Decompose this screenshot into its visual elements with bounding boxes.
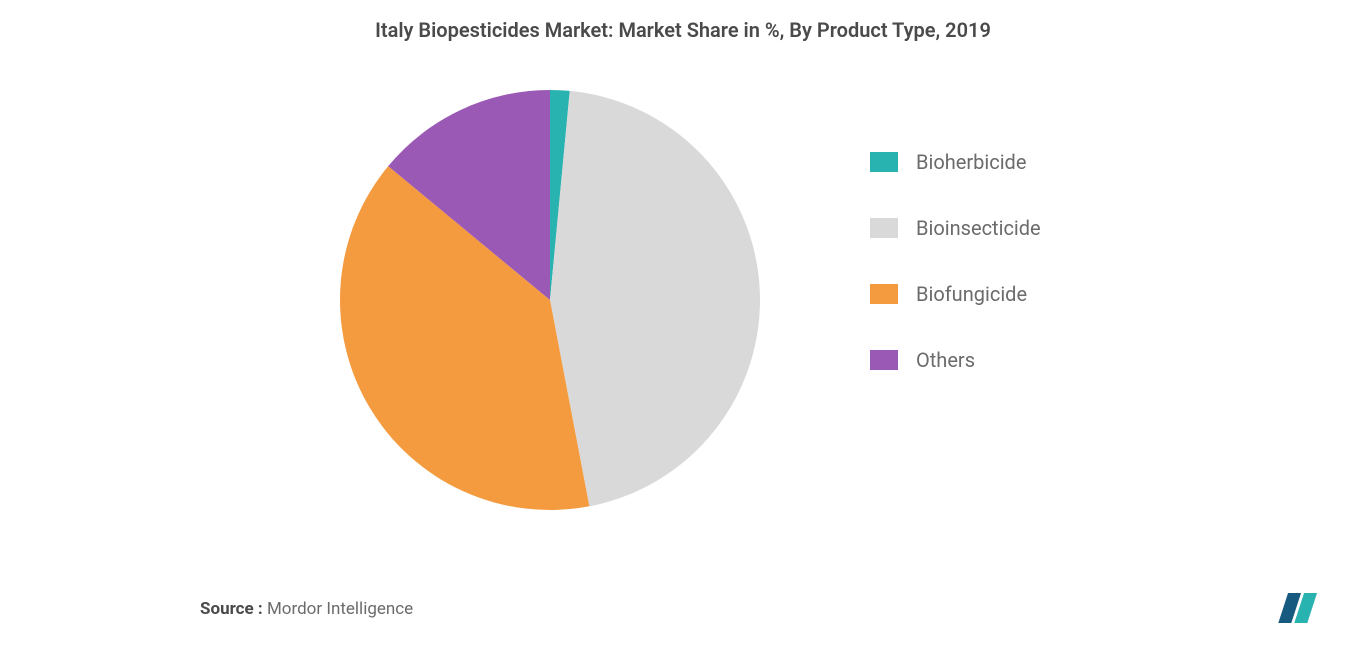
legend-label: Bioinsecticide [916,216,1041,240]
source-label: Source : [200,599,263,619]
legend-swatch-icon [870,350,898,370]
chart-title: Italy Biopesticides Market: Market Share… [0,0,1366,42]
brand-logo-icon [1272,587,1336,629]
legend-swatch-icon [870,218,898,238]
legend-item-bioinsecticide: Bioinsecticide [870,216,1041,240]
legend-swatch-icon [870,284,898,304]
legend-label: Bioherbicide [916,150,1026,174]
legend-label: Biofungicide [916,282,1027,306]
legend: Bioherbicide Bioinsecticide Biofungicide Ot… [870,150,1041,372]
legend-swatch-icon [870,152,898,172]
legend-label: Others [916,348,975,372]
legend-item-others: Others [870,348,1041,372]
pie-chart [340,90,760,510]
pie-svg [340,90,760,510]
source-line: Source : Mordor Intelligence [200,599,413,619]
legend-item-bioherbicide: Bioherbicide [870,150,1041,174]
legend-item-biofungicide: Biofungicide [870,282,1041,306]
source-value: Mordor Intelligence [267,599,413,619]
pie-slice-bioinsecticide [550,91,760,506]
